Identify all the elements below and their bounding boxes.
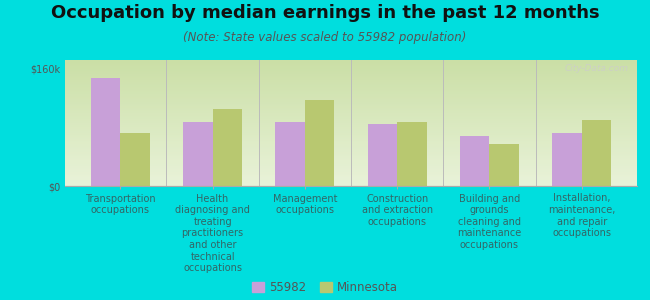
Text: Installation,
maintenance,
and repair
occupations: Installation, maintenance, and repair oc… (548, 194, 616, 238)
Bar (460, 136, 489, 186)
Bar (397, 122, 426, 186)
Bar (305, 100, 334, 186)
Bar (213, 109, 242, 186)
Text: (Note: State values scaled to 55982 population): (Note: State values scaled to 55982 popu… (183, 32, 467, 44)
Text: Construction
and extraction
occupations: Construction and extraction occupations (361, 194, 433, 227)
Text: Transportation
occupations: Transportation occupations (85, 194, 155, 215)
Bar (91, 78, 120, 186)
Bar (368, 124, 397, 186)
Text: Occupation by median earnings in the past 12 months: Occupation by median earnings in the pas… (51, 4, 599, 22)
Bar (276, 122, 305, 186)
Bar (582, 120, 611, 186)
Text: Building and
grounds
cleaning and
maintenance
occupations: Building and grounds cleaning and mainte… (457, 194, 521, 250)
Bar (552, 133, 582, 186)
Text: Management
occupations: Management occupations (272, 194, 337, 215)
Bar (489, 143, 519, 186)
Text: City-Data.com: City-Data.com (564, 64, 629, 73)
Bar (183, 122, 213, 186)
Bar (120, 133, 150, 186)
Text: Health
diagnosing and
treating
practitioners
and other
technical
occupations: Health diagnosing and treating practitio… (176, 194, 250, 273)
Legend: 55982, Minnesota: 55982, Minnesota (252, 281, 398, 294)
